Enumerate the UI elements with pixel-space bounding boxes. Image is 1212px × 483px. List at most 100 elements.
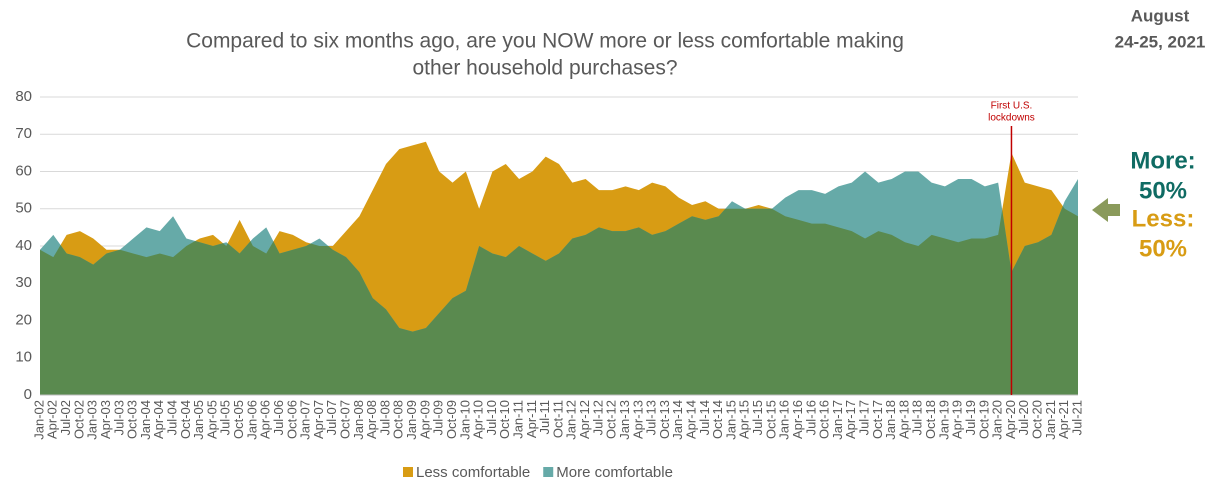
x-tick-label: Apr-13 (630, 400, 645, 439)
x-tick-label: Oct-15 (763, 400, 778, 439)
x-tick-label: Oct-18 (923, 400, 938, 439)
x-tick-label: Jan-12 (564, 400, 579, 440)
x-tick-label: Jan-11 (511, 400, 526, 439)
x-tick-label: Oct-10 (497, 400, 512, 439)
x-tick-label: Jan-15 (723, 400, 738, 440)
x-tick-label: Oct-02 (71, 400, 86, 439)
x-tick-label: Jul-17 (857, 400, 872, 435)
x-tick-label: Oct-09 (444, 400, 459, 439)
x-tick-label: Jul-07 (324, 400, 339, 435)
x-tick-label: Jul-19 (963, 400, 978, 435)
x-tick-label: Jul-08 (377, 400, 392, 435)
callout: More: (1130, 147, 1195, 174)
x-tick-label: Apr-09 (417, 400, 432, 439)
x-tick-label: Jan-07 (298, 400, 313, 440)
x-tick-label: Oct-08 (391, 400, 406, 439)
callout: 50% (1139, 235, 1187, 262)
x-tick-label: Apr-05 (204, 400, 219, 439)
x-tick-label: Jan-06 (244, 400, 259, 440)
date-label: August (1131, 6, 1190, 25)
y-tick-label: 70 (15, 125, 32, 142)
x-tick-label: Jul-14 (697, 400, 712, 435)
x-tick-label: Jan-14 (670, 400, 685, 440)
y-tick-label: 50 (15, 200, 32, 217)
x-tick-label: Apr-06 (258, 400, 273, 439)
x-tick-label: Jul-02 (58, 400, 73, 435)
x-tick-label: Jan-18 (883, 400, 898, 440)
x-tick-label: Jul-10 (484, 400, 499, 435)
x-tick-label: Jan-03 (85, 400, 100, 440)
y-tick-label: 20 (15, 311, 32, 328)
chart-title: other household purchases? (412, 57, 677, 80)
x-tick-label: Jan-17 (830, 400, 845, 440)
x-tick-label: Oct-07 (338, 400, 353, 439)
x-tick-label: Jul-20 (1016, 400, 1031, 435)
legend-swatch (543, 467, 554, 477)
x-tick-label: Apr-08 (364, 400, 379, 439)
x-tick-label: Jan-13 (617, 400, 632, 440)
x-tick-label: Apr-11 (524, 400, 539, 438)
x-tick-label: Jan-16 (777, 400, 792, 440)
x-tick-label: Oct-11 (550, 400, 565, 438)
legend-label: Less comfortable (416, 464, 530, 481)
x-tick-label: Jan-04 (138, 400, 153, 440)
x-tick-label: Apr-03 (98, 400, 113, 439)
y-tick-label: 0 (24, 386, 32, 403)
arrow (1092, 198, 1120, 222)
x-tick-label: Jul-21 (1069, 400, 1084, 435)
x-tick-label: Jul-09 (431, 400, 446, 435)
x-tick-label: Apr-21 (1056, 400, 1071, 439)
x-tick-label: Apr-16 (790, 400, 805, 439)
x-tick-label: Jul-15 (750, 400, 765, 435)
x-tick-label: Jan-05 (191, 400, 206, 440)
date-label: 24-25, 2021 (1115, 32, 1206, 51)
x-tick-label: Jul-03 (111, 400, 126, 435)
annotation: lockdowns (988, 113, 1035, 124)
y-tick-label: 30 (15, 274, 32, 291)
x-tick-label: Jul-18 (910, 400, 925, 435)
x-tick-label: Jul-12 (590, 400, 605, 435)
x-tick-label: Oct-03 (125, 400, 140, 439)
x-tick-label: Jan-09 (404, 400, 419, 440)
x-tick-label: Apr-10 (471, 400, 486, 439)
x-tick-label: Apr-17 (843, 400, 858, 439)
x-tick-label: Jul-04 (165, 400, 180, 435)
x-tick-label: Jan-08 (351, 400, 366, 440)
x-tick-label: Jan-20 (990, 400, 1005, 440)
x-tick-label: Jan-21 (1043, 400, 1058, 440)
x-tick-label: Oct-14 (710, 400, 725, 439)
x-tick-label: Oct-04 (178, 400, 193, 439)
y-tick-label: 80 (15, 88, 32, 105)
x-tick-label: Oct-17 (870, 400, 885, 439)
x-tick-label: Apr-07 (311, 400, 326, 439)
y-tick-label: 40 (15, 237, 32, 254)
x-tick-label: Apr-15 (737, 400, 752, 439)
callout: Less: (1132, 205, 1195, 232)
x-tick-label: Oct-05 (231, 400, 246, 439)
annotation: First U.S. (991, 101, 1033, 112)
x-tick-label: Jul-16 (803, 400, 818, 435)
x-tick-label: Apr-02 (45, 400, 60, 439)
x-tick-label: Oct-16 (817, 400, 832, 439)
x-tick-label: Apr-14 (684, 400, 699, 439)
x-tick-label: Oct-19 (976, 400, 991, 439)
x-tick-label: Jan-10 (457, 400, 472, 440)
chart-title: Compared to six months ago, are you NOW … (186, 30, 904, 53)
x-tick-label: Apr-20 (1003, 400, 1018, 439)
x-tick-label: Apr-04 (151, 400, 166, 439)
y-tick-label: 10 (15, 349, 32, 366)
legend-swatch (403, 467, 413, 477)
x-tick-label: Apr-18 (896, 400, 911, 439)
x-tick-label: Oct-06 (284, 400, 299, 439)
callout: 50% (1139, 177, 1187, 204)
x-tick-label: Apr-12 (577, 400, 592, 439)
overlap-area (40, 171, 1078, 395)
legend-label: More comfortable (556, 464, 673, 481)
x-tick-label: Jul-11 (537, 400, 552, 434)
x-tick-label: Oct-20 (1030, 400, 1045, 439)
x-tick-label: Jan-19 (936, 400, 951, 440)
x-tick-label: Jul-06 (271, 400, 286, 435)
x-tick-label: Jul-13 (644, 400, 659, 435)
x-tick-label: Jan-02 (31, 400, 46, 440)
